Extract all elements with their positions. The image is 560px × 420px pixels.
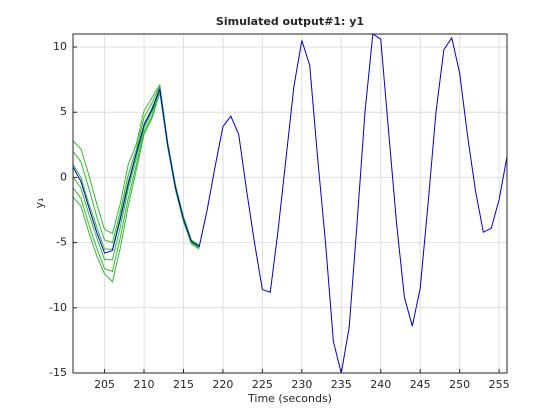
x-tick-label: 255: [489, 378, 510, 391]
x-tick-label: 245: [410, 378, 431, 391]
x-tick-label: 235: [331, 378, 352, 391]
y-axis-label: y₁: [33, 198, 46, 209]
y-tick-label: 0: [60, 170, 67, 183]
y-tick-label: 10: [53, 40, 67, 53]
plot-frame: [72, 33, 508, 374]
data-line: [73, 92, 200, 283]
y-tick-label: 5: [60, 105, 67, 118]
x-tick-label: 250: [449, 378, 470, 391]
x-tick-label: 215: [173, 378, 194, 391]
y-tick-label: -15: [49, 366, 67, 379]
x-tick-label: 240: [370, 378, 391, 391]
x-axis-label: Time (seconds): [247, 392, 332, 405]
x-tick-label: 220: [212, 378, 233, 391]
data-line: [73, 33, 507, 374]
x-tick-label: 205: [94, 378, 115, 391]
chart-title: Simulated output#1: y1: [216, 15, 364, 28]
y-tick-label: -10: [49, 301, 67, 314]
y-tick-label: -5: [56, 236, 67, 249]
x-tick-label: 210: [134, 378, 155, 391]
x-tick-label: 230: [291, 378, 312, 391]
x-tick-label: 225: [252, 378, 273, 391]
